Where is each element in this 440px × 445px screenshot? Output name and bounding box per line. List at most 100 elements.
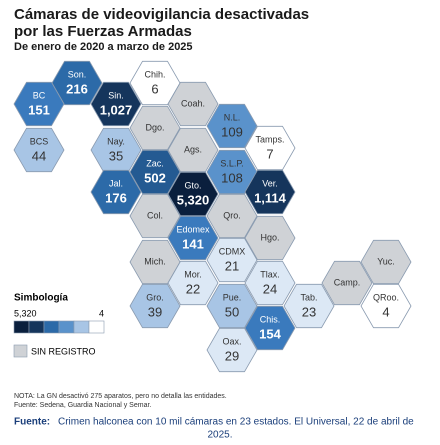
legend-swatch [58,320,75,334]
region-value: 502 [144,170,166,185]
region-hex [244,125,296,171]
legend-swatch [43,320,60,334]
region-label: Nay. [107,136,125,146]
region-hex [206,327,258,373]
region-label: Tab. [300,292,317,302]
legend-swatch [73,320,90,334]
region-label: Jal. [109,178,123,188]
region-label: Edomex [176,224,210,234]
region-label: N.L. [224,112,241,122]
region-hex [167,215,219,261]
region-hex [206,193,258,239]
region-value: 23 [302,304,316,319]
region-hex [167,127,219,173]
region-label: Chih. [144,69,165,79]
region-hex [129,105,181,151]
region-value: 1,027 [100,102,133,117]
region-hex [90,81,142,127]
region-hex [167,260,219,306]
region-label: Mor. [184,269,202,279]
region-label: BCS [30,136,49,146]
note: NOTA: La GN desactivó 275 aparatos, pero… [14,393,227,400]
region-hex [360,239,412,285]
caption-prefix: Fuente: [14,417,50,428]
region-hex [206,283,258,329]
legend-max: 5,320 [14,308,37,318]
region-label: Coah. [181,98,205,108]
region-hex [283,283,335,329]
region-label: Tlax. [260,269,280,279]
region-hex [167,81,219,127]
region-label: Son. [68,69,87,79]
region-label: CDMX [219,246,246,256]
region-label: Gro. [146,292,164,302]
region-hex [13,81,65,127]
region-label: Mich. [144,256,166,266]
region-hex [244,215,296,261]
legend-swatch [13,320,30,334]
region-value: 154 [259,326,281,341]
region-value: 5,320 [177,192,210,207]
region-label: QRoo. [373,292,399,302]
region-hex [129,60,181,106]
legend-min: 4 [99,308,104,318]
region-hex [129,149,181,195]
region-hex [321,260,373,306]
region-value: 35 [109,148,123,163]
region-value: 29 [225,348,239,363]
region-label: Pue. [223,292,242,302]
region-value: 1,114 [254,190,287,205]
region-value: 108 [221,170,243,185]
region-label: Camp. [334,277,361,287]
region-hex [244,305,296,351]
subtitle: De enero de 2020 a marzo de 2025 [14,41,193,53]
caption: 2025. [207,430,232,441]
caption: Crimen halconea con 10 mil cámaras en 23… [58,417,414,428]
region-label: S.L.P. [220,158,243,168]
region-label: Dgo. [145,122,164,132]
title-line: por las Fuerzas Armadas [14,23,192,40]
region-label: Yuc. [377,256,395,266]
region-value: 50 [225,304,239,319]
region-label: Zac. [146,158,164,168]
region-label: Gto. [184,180,201,190]
region-hex [206,103,258,149]
region-label: BC [33,90,46,100]
region-value: 109 [221,124,243,139]
region-hex [244,260,296,306]
legend-label: SIN REGISTRO [31,346,96,356]
region-label: Ags. [184,144,202,154]
legend-swatch [28,320,45,334]
region-label: Col. [147,210,163,220]
region-hex [360,283,412,329]
region-value: 7 [266,146,273,161]
region-hex [167,171,219,217]
region-label: Ver. [262,178,278,188]
region-value: 39 [148,304,162,319]
region-value: 216 [66,81,88,96]
region-value: 151 [28,102,50,117]
region-hex [129,193,181,239]
region-label: Oax. [222,336,241,346]
region-value: 24 [263,281,277,296]
region-hex [90,169,142,215]
note: Fuente: Sedena, Guardia Nacional y Semar… [14,402,151,409]
region-label: Sin. [108,90,124,100]
region-hex [244,169,296,215]
region-hex [129,239,181,285]
region-value: 141 [182,236,204,251]
region-value: 44 [32,148,46,163]
region-hex [206,149,258,195]
region-label: Qro. [223,210,241,220]
legend-title: Simbología [14,293,68,304]
region-label: Tamps. [255,134,284,144]
legend-swatch [88,320,105,334]
region-value: 21 [225,258,239,273]
region-value: 6 [151,81,158,96]
region-hex [129,283,181,329]
region-hex [13,127,65,173]
region-value: 22 [186,281,200,296]
region-value: 4 [382,304,389,319]
title-line: Cámaras de videovigilancia desactivadas [14,6,309,23]
